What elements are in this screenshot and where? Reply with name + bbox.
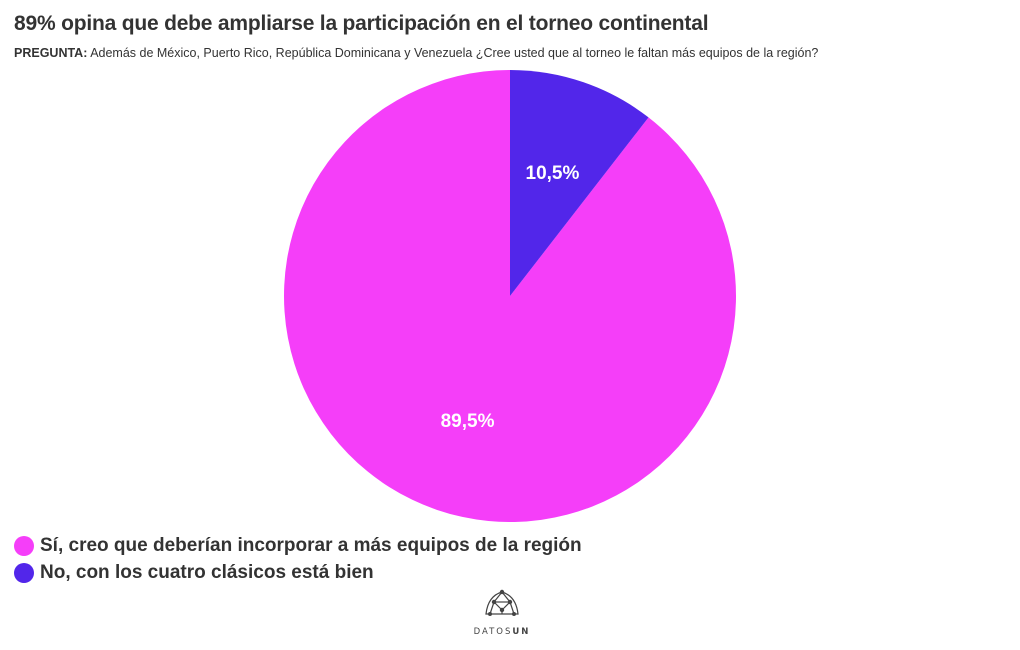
- logo-text-datos: DATOS: [473, 627, 513, 637]
- legend-label-si: Sí, creo que deberían incorporar a más e…: [40, 534, 582, 556]
- pie-slice-no[interactable]: [510, 70, 649, 296]
- chart-title: 89% opina que debe ampliarse la particip…: [14, 12, 709, 35]
- legend-swatch-no: [14, 562, 34, 583]
- chart-subtitle: PREGUNTA: Además de México, Puerto Rico,…: [14, 46, 818, 60]
- network-globe-icon: [485, 589, 519, 616]
- legend: Sí, creo que deberían incorporar a más e…: [14, 532, 582, 586]
- datosun-logo: DATOSUN: [470, 588, 534, 637]
- legend-swatch-si: [14, 535, 34, 556]
- pie-label-si: 89,5%: [441, 411, 495, 432]
- legend-item-no[interactable]: No, con los cuatro clásicos está bien: [14, 559, 582, 586]
- subtitle-question: Además de México, Puerto Rico, República…: [90, 46, 819, 60]
- legend-label-no: No, con los cuatro clásicos está bien: [40, 561, 374, 583]
- pie-label-no: 10,5%: [526, 163, 580, 184]
- subtitle-lead: PREGUNTA:: [14, 46, 88, 60]
- legend-item-si[interactable]: Sí, creo que deberían incorporar a más e…: [14, 532, 582, 559]
- logo-text-un: UN: [512, 627, 531, 637]
